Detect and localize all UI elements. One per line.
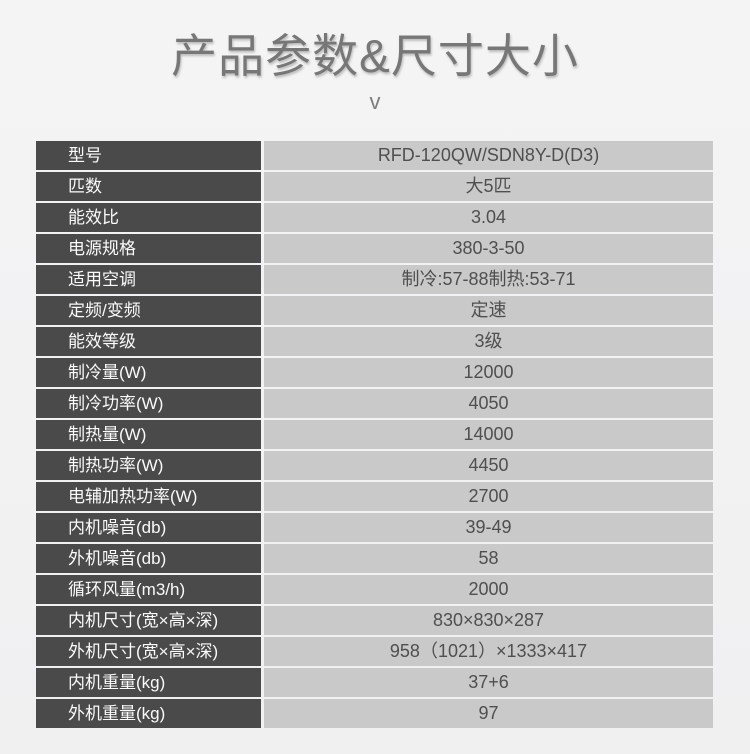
table-row: 能效比 3.04 (36, 203, 713, 232)
spec-label: 能效等级 (36, 327, 261, 356)
spec-value: 39-49 (264, 513, 713, 542)
table-row: 制冷功率(W) 4050 (36, 389, 713, 418)
spec-value: 3级 (264, 327, 713, 356)
table-row: 制热功率(W) 4450 (36, 451, 713, 480)
spec-label: 匹数 (36, 172, 261, 201)
spec-label: 内机噪音(db) (36, 513, 261, 542)
table-row: 制冷量(W) 12000 (36, 358, 713, 387)
table-row: 内机重量(kg) 37+6 (36, 668, 713, 697)
spec-label: 定频/变频 (36, 296, 261, 325)
table-row: 内机尺寸(宽×高×深) 830×830×287 (36, 606, 713, 635)
table-row: 外机尺寸(宽×高×深) 958（1021）×1333×417 (36, 637, 713, 666)
spec-label: 外机尺寸(宽×高×深) (36, 637, 261, 666)
spec-value: RFD-120QW/SDN8Y-D(D3) (264, 141, 713, 170)
table-row: 外机噪音(db) 58 (36, 544, 713, 573)
table-row: 内机噪音(db) 39-49 (36, 513, 713, 542)
spec-value: 380-3-50 (264, 234, 713, 263)
spec-table: 型号 RFD-120QW/SDN8Y-D(D3) 匹数 大5匹 能效比 3.04… (36, 141, 713, 728)
spec-label: 适用空调 (36, 265, 261, 294)
spec-value: 3.04 (264, 203, 713, 232)
spec-value: 830×830×287 (264, 606, 713, 635)
table-row: 匹数 大5匹 (36, 172, 713, 201)
spec-value: 12000 (264, 358, 713, 387)
table-row: 电辅加热功率(W) 2700 (36, 482, 713, 511)
spec-value: 58 (264, 544, 713, 573)
spec-label: 制热量(W) (36, 420, 261, 449)
header: 产品参数&尺寸大小 v (0, 0, 750, 114)
spec-value: 14000 (264, 420, 713, 449)
spec-value: 2000 (264, 575, 713, 604)
spec-value: 97 (264, 699, 713, 728)
spec-label: 制冷功率(W) (36, 389, 261, 418)
spec-value: 4050 (264, 389, 713, 418)
spec-label: 外机重量(kg) (36, 699, 261, 728)
table-row: 适用空调 制冷:57-88制热:53-71 (36, 265, 713, 294)
chevron-down-icon: v (369, 89, 381, 114)
spec-value: 2700 (264, 482, 713, 511)
spec-label: 循环风量(m3/h) (36, 575, 261, 604)
spec-value: 4450 (264, 451, 713, 480)
spec-value: 958（1021）×1333×417 (264, 637, 713, 666)
table-row: 能效等级 3级 (36, 327, 713, 356)
spec-label: 外机噪音(db) (36, 544, 261, 573)
spec-label: 型号 (36, 141, 261, 170)
spec-value: 定速 (264, 296, 713, 325)
table-row: 外机重量(kg) 97 (36, 699, 713, 728)
page-title: 产品参数&尺寸大小 (171, 30, 579, 82)
spec-label: 制热功率(W) (36, 451, 261, 480)
spec-value: 大5匹 (264, 172, 713, 201)
spec-label: 内机尺寸(宽×高×深) (36, 606, 261, 635)
table-row: 型号 RFD-120QW/SDN8Y-D(D3) (36, 141, 713, 170)
table-row: 制热量(W) 14000 (36, 420, 713, 449)
spec-value: 37+6 (264, 668, 713, 697)
table-row: 电源规格 380-3-50 (36, 234, 713, 263)
table-row: 循环风量(m3/h) 2000 (36, 575, 713, 604)
spec-label: 能效比 (36, 203, 261, 232)
spec-label: 制冷量(W) (36, 358, 261, 387)
spec-label: 内机重量(kg) (36, 668, 261, 697)
spec-label: 电辅加热功率(W) (36, 482, 261, 511)
spec-value: 制冷:57-88制热:53-71 (264, 265, 713, 294)
spec-label: 电源规格 (36, 234, 261, 263)
table-row: 定频/变频 定速 (36, 296, 713, 325)
